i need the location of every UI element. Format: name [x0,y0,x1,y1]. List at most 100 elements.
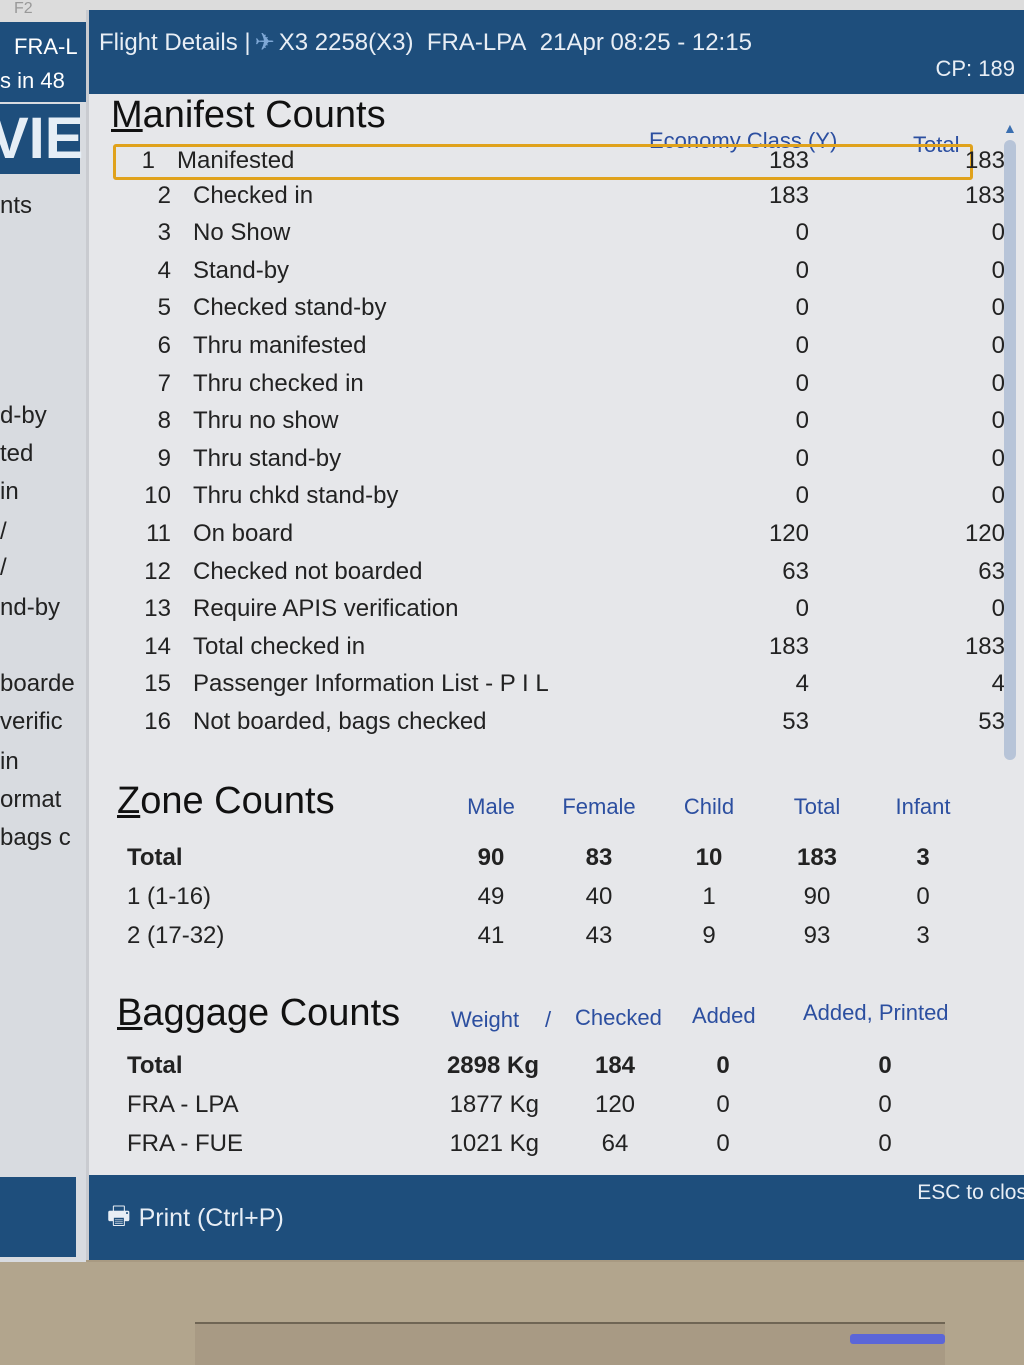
economy-value: 4 [795,670,809,698]
economy-value: 0 [795,595,809,623]
economy-value: 0 [795,482,809,510]
zone-label: 2 (17-32) [127,922,225,949]
weight-header: Weight [451,1007,520,1032]
manifest-row[interactable]: 7 Thru checked in 0 0 [129,369,1005,406]
dialog-footer: 🖶 Print (Ctrl+P) ESC to clos [89,1175,1024,1260]
flight-route: FRA-LPA [426,29,527,56]
row-number: 14 [144,632,171,660]
row-number: 10 [144,482,171,510]
economy-value: 0 [795,444,809,472]
manifest-row[interactable]: 14 Total checked in 183 183 [129,632,1005,669]
baggage-added: 0 [716,1052,730,1079]
manifest-row[interactable]: 13 Require APIS verification 0 0 [129,595,1005,631]
added-header: Added [692,1003,756,1028]
zone-value: 40 [585,883,613,910]
manifest-row[interactable]: 10 Thru chkd stand-by 0 0 [129,482,1005,518]
zone-value: 183 [796,844,838,871]
total-value: 183 [964,632,1005,660]
baggage-added: 0 [716,1091,730,1118]
manifest-row[interactable]: 1 Manifested 183 183 [113,144,1005,180]
dialog-title: Flight Details | [99,29,251,56]
manifest-row[interactable]: 4 Stand-by 0 0 [129,256,1005,293]
baggage-added-printed: 0 [878,1052,892,1079]
manifest-row[interactable]: 12 Checked not boarded 63 63 [129,557,1005,594]
manifest-row[interactable]: 3 No Show 0 0 [129,219,1005,255]
scroll-up-arrow-icon[interactable]: ▲ [1003,120,1017,136]
baggage-row: FRA - LPA 1877 Kg 120 0 0 [127,1091,987,1125]
print-label: Print (Ctrl+P) [138,1204,284,1232]
scrollbar[interactable]: ▲ [1001,120,1019,770]
baggage-label: FRA - LPA [127,1091,239,1118]
row-number: 7 [157,369,171,397]
total-value: 0 [991,407,1005,435]
background-list-item: nts [0,192,33,219]
economy-value: 183 [768,147,809,174]
economy-value: 0 [795,294,809,322]
economy-value: 53 [782,708,809,735]
economy-value: 63 [782,557,809,585]
esc-close-hint: ESC to clos [917,1181,1024,1204]
manifest-row[interactable]: 11 On board 120 120 [129,520,1005,556]
row-label: Stand-by [193,256,290,284]
scrollbar-thumb[interactable] [1004,140,1016,760]
zone-counts-title: Zone Counts [117,780,335,822]
row-number: 11 [146,520,171,547]
flight-date-time: 21Apr 08:25 - 12:15 [539,29,752,56]
flight-details-dialog: Flight Details | ✈ X3 2258(X3) FRA-LPA 21A… [86,10,1024,1260]
baggage-weight: 1877 Kg [449,1091,539,1118]
manifest-counts-title: Manifest Counts [111,94,386,136]
economy-value: 0 [795,407,809,435]
row-label: Thru no show [193,407,339,435]
zone-value: 9 [702,922,716,949]
total-value: 120 [964,520,1005,547]
zone-column-header: Total [793,794,841,819]
monitor-buttons[interactable] [195,1322,945,1365]
row-number: 5 [157,294,171,322]
background-list-item: / [0,518,7,545]
manifest-row[interactable]: 2 Checked in 183 183 [129,181,1005,218]
background-list-item: bags c [0,824,71,851]
zone-value: 0 [916,883,930,910]
manifest-row[interactable]: 5 Checked stand-by 0 0 [129,294,1005,330]
total-value: 4 [991,670,1005,698]
economy-value: 183 [768,181,809,209]
manifest-row[interactable]: 16 Not boarded, bags checked 53 53 [129,708,1005,744]
background-list-item: in [0,748,19,775]
manifest-row[interactable]: 9 Thru stand-by 0 0 [129,444,1005,481]
zone-row: 2 (17-32) 41 43 9 93 3 [127,922,987,956]
background-list-item: d-by [0,402,47,429]
row-number: 16 [144,708,171,735]
row-number: 15 [144,670,171,698]
dialog-title-bar[interactable]: Flight Details | ✈ X3 2258(X3) FRA-LPA 21A… [89,10,1024,94]
total-value: 0 [991,219,1005,247]
baggage-added-printed: 0 [878,1091,892,1118]
row-number: 8 [157,407,171,435]
row-number: 4 [157,256,171,284]
baggage-weight: 1021 Kg [449,1130,539,1157]
manifest-row[interactable]: 6 Thru manifested 0 0 [129,332,1005,368]
row-label: Manifested [177,147,295,174]
row-number: 1 [141,147,155,174]
background-label: F2 [14,0,33,17]
row-label: On board [193,520,294,547]
row-label: Checked in [193,181,314,209]
baggage-added-printed: 0 [878,1130,892,1157]
printer-icon: 🖶 [107,1202,131,1230]
baggage-row: FRA - FUE 1021 Kg 64 0 0 [127,1130,987,1164]
background-big-text: VIE [0,104,84,174]
total-value: 0 [991,332,1005,359]
manifest-row[interactable]: 15 Passenger Information List - P I L 4 4 [129,670,1005,706]
zone-value: 83 [585,844,613,871]
zone-column-header: Female [562,794,636,819]
flight-number: X3 2258(X3) [278,29,414,56]
row-label: Not boarded, bags checked [193,708,487,735]
baggage-checked: 64 [601,1130,629,1157]
row-label: No Show [193,219,291,247]
background-header: FRA-L s in 48 [0,22,86,102]
baggage-label: FRA - FUE [127,1130,244,1157]
manifest-row[interactable]: 8 Thru no show 0 0 [129,407,1005,443]
zone-value: 90 [803,883,831,910]
print-button[interactable]: 🖶 Print (Ctrl+P) [107,1197,284,1240]
row-number: 12 [144,557,171,585]
baggage-checked: 120 [594,1091,636,1118]
